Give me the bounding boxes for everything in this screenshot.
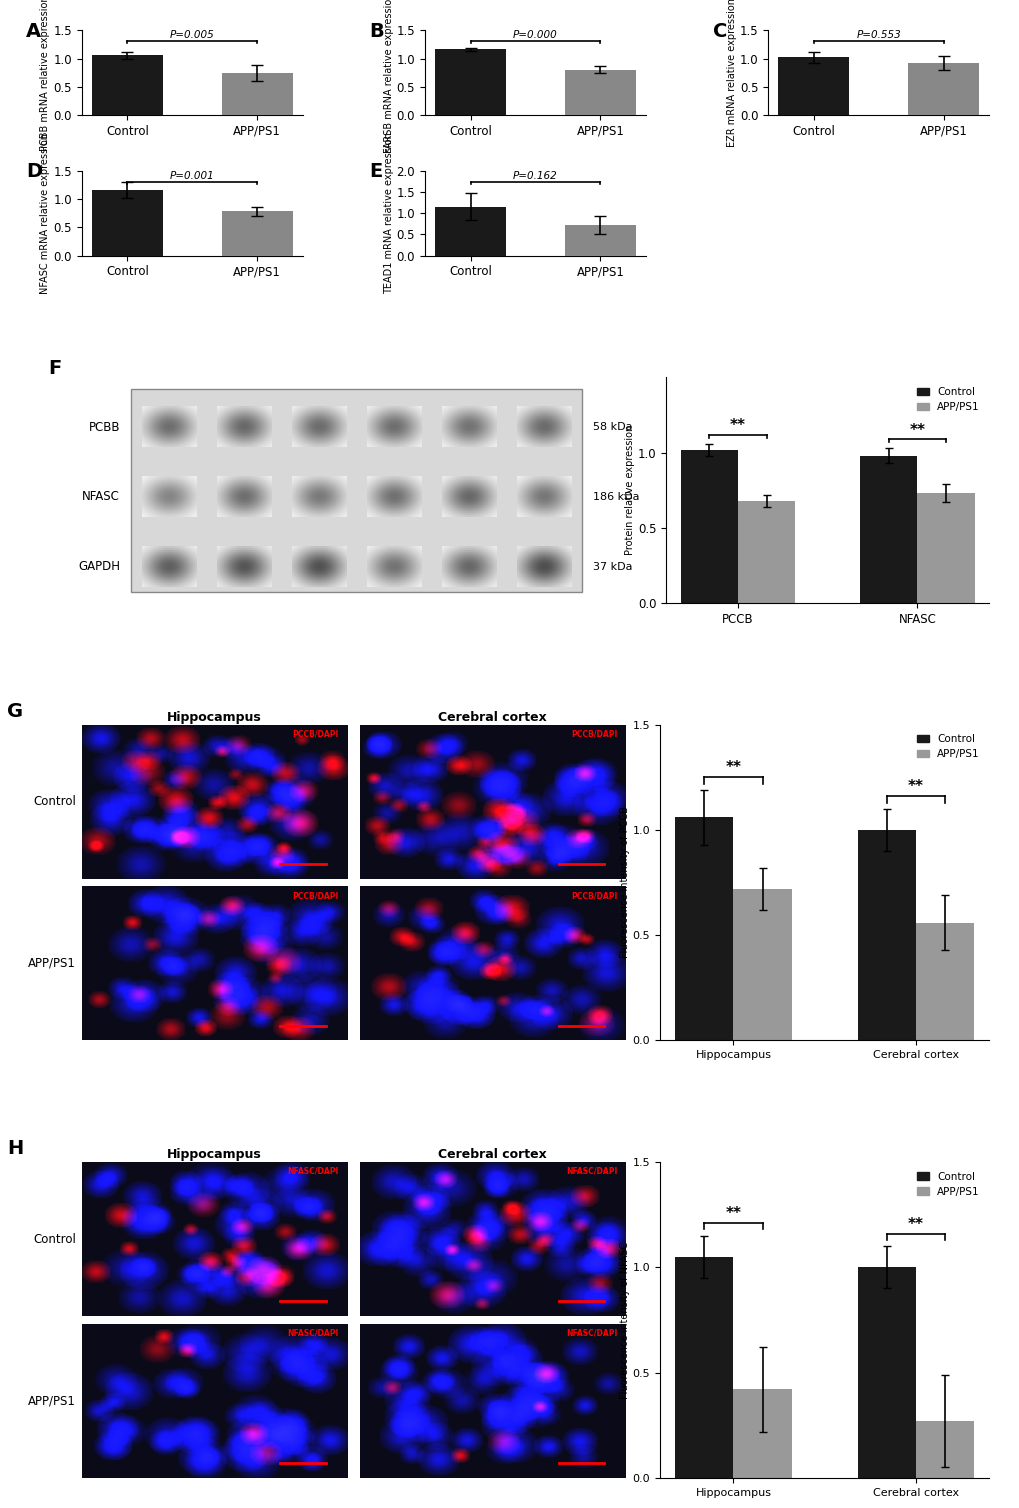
Title: Hippocampus: Hippocampus (167, 1148, 261, 1161)
Bar (675, 1256, 733, 1478)
Y-axis label: NFASC mRNA relative expression: NFASC mRNA relative expression (41, 133, 50, 294)
Y-axis label: FARSB mRNA relative expression: FARSB mRNA relative expression (383, 0, 393, 152)
Text: A: A (26, 21, 42, 41)
Title: Hippocampus: Hippocampus (167, 710, 261, 724)
Y-axis label: APP/PS1: APP/PS1 (29, 1395, 76, 1407)
Bar (92, 56, 163, 115)
Text: E: E (369, 161, 382, 181)
Bar (907, 63, 978, 115)
Text: **: ** (907, 780, 923, 795)
Title: Cerebral cortex: Cerebral cortex (438, 1148, 546, 1161)
Text: NFASC/DAPI: NFASC/DAPI (566, 1167, 616, 1176)
Bar (680, 449, 738, 603)
Bar (733, 888, 791, 1041)
Text: H: H (7, 1139, 23, 1158)
Bar (221, 72, 292, 115)
Bar (738, 501, 795, 603)
Y-axis label: Fluorescence intensity of NFASC: Fluorescence intensity of NFASC (620, 1241, 630, 1398)
Y-axis label: Control: Control (34, 1232, 76, 1246)
Text: 37 kDa: 37 kDa (592, 562, 632, 572)
Text: C: C (712, 21, 727, 41)
Text: NFASC: NFASC (83, 490, 120, 504)
Text: NFASC/DAPI: NFASC/DAPI (566, 1329, 616, 1338)
Text: PCCB/DAPI: PCCB/DAPI (292, 891, 338, 900)
Bar (859, 455, 916, 603)
Text: P=0.553: P=0.553 (856, 30, 900, 41)
Bar (675, 817, 733, 1041)
Bar (565, 225, 636, 256)
Text: **: ** (725, 760, 741, 775)
Bar (565, 69, 636, 115)
Bar (915, 923, 973, 1041)
Text: F: F (49, 359, 62, 379)
Legend: Control, APP/PS1: Control, APP/PS1 (912, 1167, 983, 1200)
Bar (130, 389, 581, 591)
Text: **: ** (730, 418, 746, 433)
Legend: Control, APP/PS1: Control, APP/PS1 (912, 383, 983, 416)
Bar (857, 829, 915, 1041)
Text: **: ** (907, 1217, 923, 1232)
Bar (434, 50, 505, 115)
Text: **: ** (909, 422, 924, 437)
Text: P=0.005: P=0.005 (170, 30, 214, 41)
Bar (733, 1389, 791, 1478)
Text: **: ** (725, 1206, 741, 1221)
Bar (857, 1267, 915, 1478)
Legend: Control, APP/PS1: Control, APP/PS1 (912, 730, 983, 763)
Text: PCCB/DAPI: PCCB/DAPI (571, 891, 616, 900)
Title: Cerebral cortex: Cerebral cortex (438, 710, 546, 724)
Text: P=0.162: P=0.162 (513, 170, 557, 181)
Bar (92, 190, 163, 256)
Text: G: G (7, 701, 23, 721)
Bar (915, 1421, 973, 1478)
Y-axis label: EZR mRNA relative expression: EZR mRNA relative expression (727, 0, 736, 148)
Text: NFASC/DAPI: NFASC/DAPI (287, 1329, 338, 1338)
Text: NFASC/DAPI: NFASC/DAPI (287, 1167, 338, 1176)
Y-axis label: PCBB mRNA relative expression: PCBB mRNA relative expression (41, 0, 50, 151)
Y-axis label: Protein relative expression: Protein relative expression (625, 425, 635, 555)
Y-axis label: Control: Control (34, 795, 76, 808)
Text: PCBB: PCBB (89, 421, 120, 433)
Text: B: B (369, 21, 384, 41)
Text: P=0.001: P=0.001 (170, 170, 214, 181)
Bar (221, 211, 292, 256)
Y-axis label: TEAD1 mRNA relative expression: TEAD1 mRNA relative expression (383, 133, 393, 294)
Y-axis label: Fluorescence intensity of PCCB: Fluorescence intensity of PCCB (620, 807, 630, 959)
Bar (434, 207, 505, 256)
Bar (777, 57, 849, 115)
Text: 58 kDa: 58 kDa (592, 422, 632, 431)
Text: PCCB/DAPI: PCCB/DAPI (571, 730, 616, 739)
Bar (916, 493, 974, 603)
Text: D: D (26, 161, 43, 181)
Text: 186 kDa: 186 kDa (592, 492, 639, 502)
Y-axis label: APP/PS1: APP/PS1 (29, 958, 76, 970)
Text: P=0.000: P=0.000 (513, 30, 557, 41)
Text: PCCB/DAPI: PCCB/DAPI (292, 730, 338, 739)
Text: GAPDH: GAPDH (78, 561, 120, 573)
